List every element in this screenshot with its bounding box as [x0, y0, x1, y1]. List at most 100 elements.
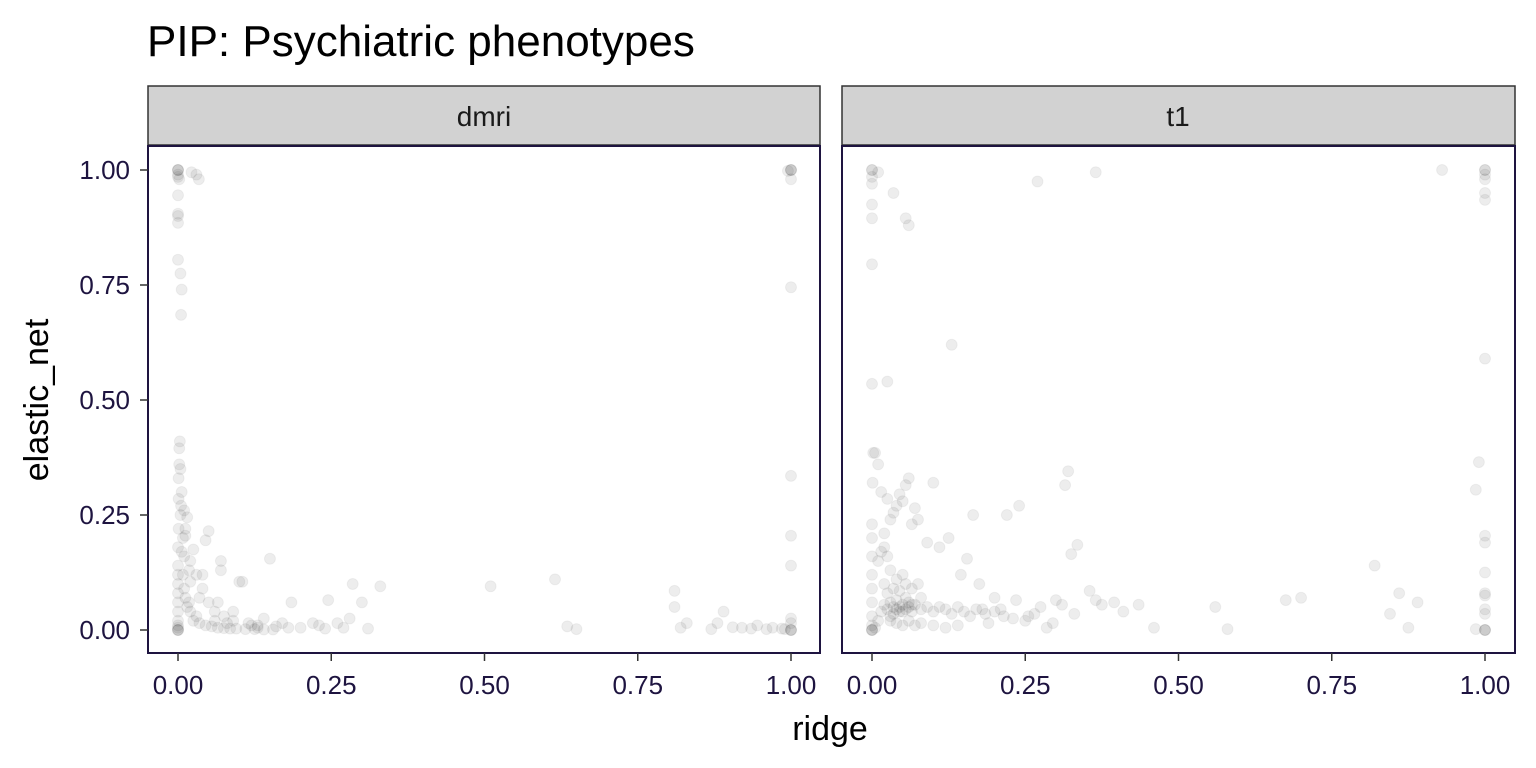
data-point — [908, 502, 921, 515]
data-point — [1469, 623, 1482, 636]
data-point — [869, 621, 882, 634]
data-point — [1083, 584, 1096, 597]
data-point — [945, 607, 958, 620]
x-tick-label: 1.00 — [766, 670, 817, 700]
x-axis-dmri: 0.00 0.25 0.50 0.75 1.00 — [153, 653, 817, 700]
data-point — [1479, 624, 1491, 636]
data-point — [337, 621, 350, 634]
data-point — [945, 338, 958, 351]
data-point — [921, 536, 934, 549]
data-point — [181, 601, 194, 613]
data-point — [899, 212, 912, 225]
data-point — [921, 601, 934, 613]
data-point — [866, 476, 879, 489]
data-point — [967, 509, 980, 521]
data-point — [172, 170, 184, 183]
data-point — [211, 621, 224, 634]
data-point — [878, 578, 891, 590]
data-point — [970, 603, 983, 616]
data-point — [355, 596, 368, 609]
data-point — [221, 617, 234, 630]
data-point — [726, 621, 739, 634]
data-point — [884, 513, 897, 526]
data-point — [1068, 607, 1081, 620]
data-point — [760, 623, 773, 636]
x-tick-label: 0.25 — [1000, 670, 1051, 700]
data-point — [881, 375, 894, 388]
data-point — [778, 623, 791, 636]
data-point — [176, 568, 189, 581]
data-point — [1295, 591, 1308, 604]
data-point — [872, 166, 885, 179]
data-point — [181, 511, 194, 524]
data-point — [319, 622, 332, 635]
data-point — [785, 612, 797, 625]
data-point — [785, 164, 797, 176]
facet-strip-dmri — [147, 85, 821, 146]
data-point — [173, 173, 186, 186]
data-point — [1479, 624, 1491, 636]
points-t1 — [866, 164, 1491, 636]
data-point — [881, 492, 894, 505]
data-point — [785, 617, 797, 630]
data-point — [1117, 605, 1130, 618]
data-point — [172, 168, 184, 181]
data-point — [196, 568, 209, 581]
data-point — [785, 624, 797, 636]
data-point — [781, 164, 794, 177]
data-point — [267, 623, 280, 636]
data-point — [175, 499, 188, 512]
data-point — [933, 601, 946, 613]
data-point — [172, 596, 184, 609]
data-point — [257, 612, 270, 625]
data-point — [172, 253, 184, 266]
data-point — [881, 587, 894, 600]
data-point — [887, 187, 900, 199]
data-point — [964, 610, 977, 623]
data-point — [175, 283, 188, 296]
data-point — [270, 620, 283, 633]
data-point — [178, 504, 191, 517]
data-point — [245, 619, 258, 632]
data-point — [230, 622, 243, 635]
data-point — [785, 529, 797, 542]
data-point — [785, 164, 797, 176]
y-axis-title: elastic_net — [18, 318, 56, 481]
panel-frame — [841, 145, 1516, 654]
data-point — [875, 545, 888, 558]
data-point — [1479, 566, 1491, 579]
data-point — [927, 605, 940, 618]
data-point — [193, 617, 206, 630]
data-point — [1046, 617, 1059, 630]
data-point — [251, 621, 264, 634]
data-point — [866, 624, 878, 636]
data-point — [899, 603, 912, 616]
data-point — [184, 555, 197, 567]
data-point — [282, 621, 295, 634]
data-point — [248, 623, 261, 636]
data-point — [175, 545, 188, 558]
x-tick-label: 0.00 — [153, 670, 204, 700]
data-point — [172, 614, 184, 627]
data-point — [893, 601, 906, 613]
data-point — [905, 518, 918, 531]
data-point — [908, 619, 921, 632]
data-point — [306, 617, 319, 630]
data-point — [1393, 587, 1406, 600]
data-point — [1221, 623, 1234, 636]
data-point — [227, 614, 240, 627]
data-point — [199, 619, 212, 632]
data-point — [866, 258, 878, 271]
data-point — [1059, 479, 1072, 492]
facet-strip-label: t1 — [1166, 101, 1189, 132]
data-point — [988, 591, 1001, 604]
data-point — [294, 621, 307, 634]
data-point — [1479, 624, 1491, 636]
data-point — [994, 603, 1007, 616]
data-point — [1000, 509, 1013, 521]
data-point — [179, 529, 192, 542]
data-point — [884, 564, 897, 577]
data-point — [211, 596, 224, 609]
data-point — [196, 582, 209, 595]
panel-t1: t1 — [841, 85, 1516, 654]
